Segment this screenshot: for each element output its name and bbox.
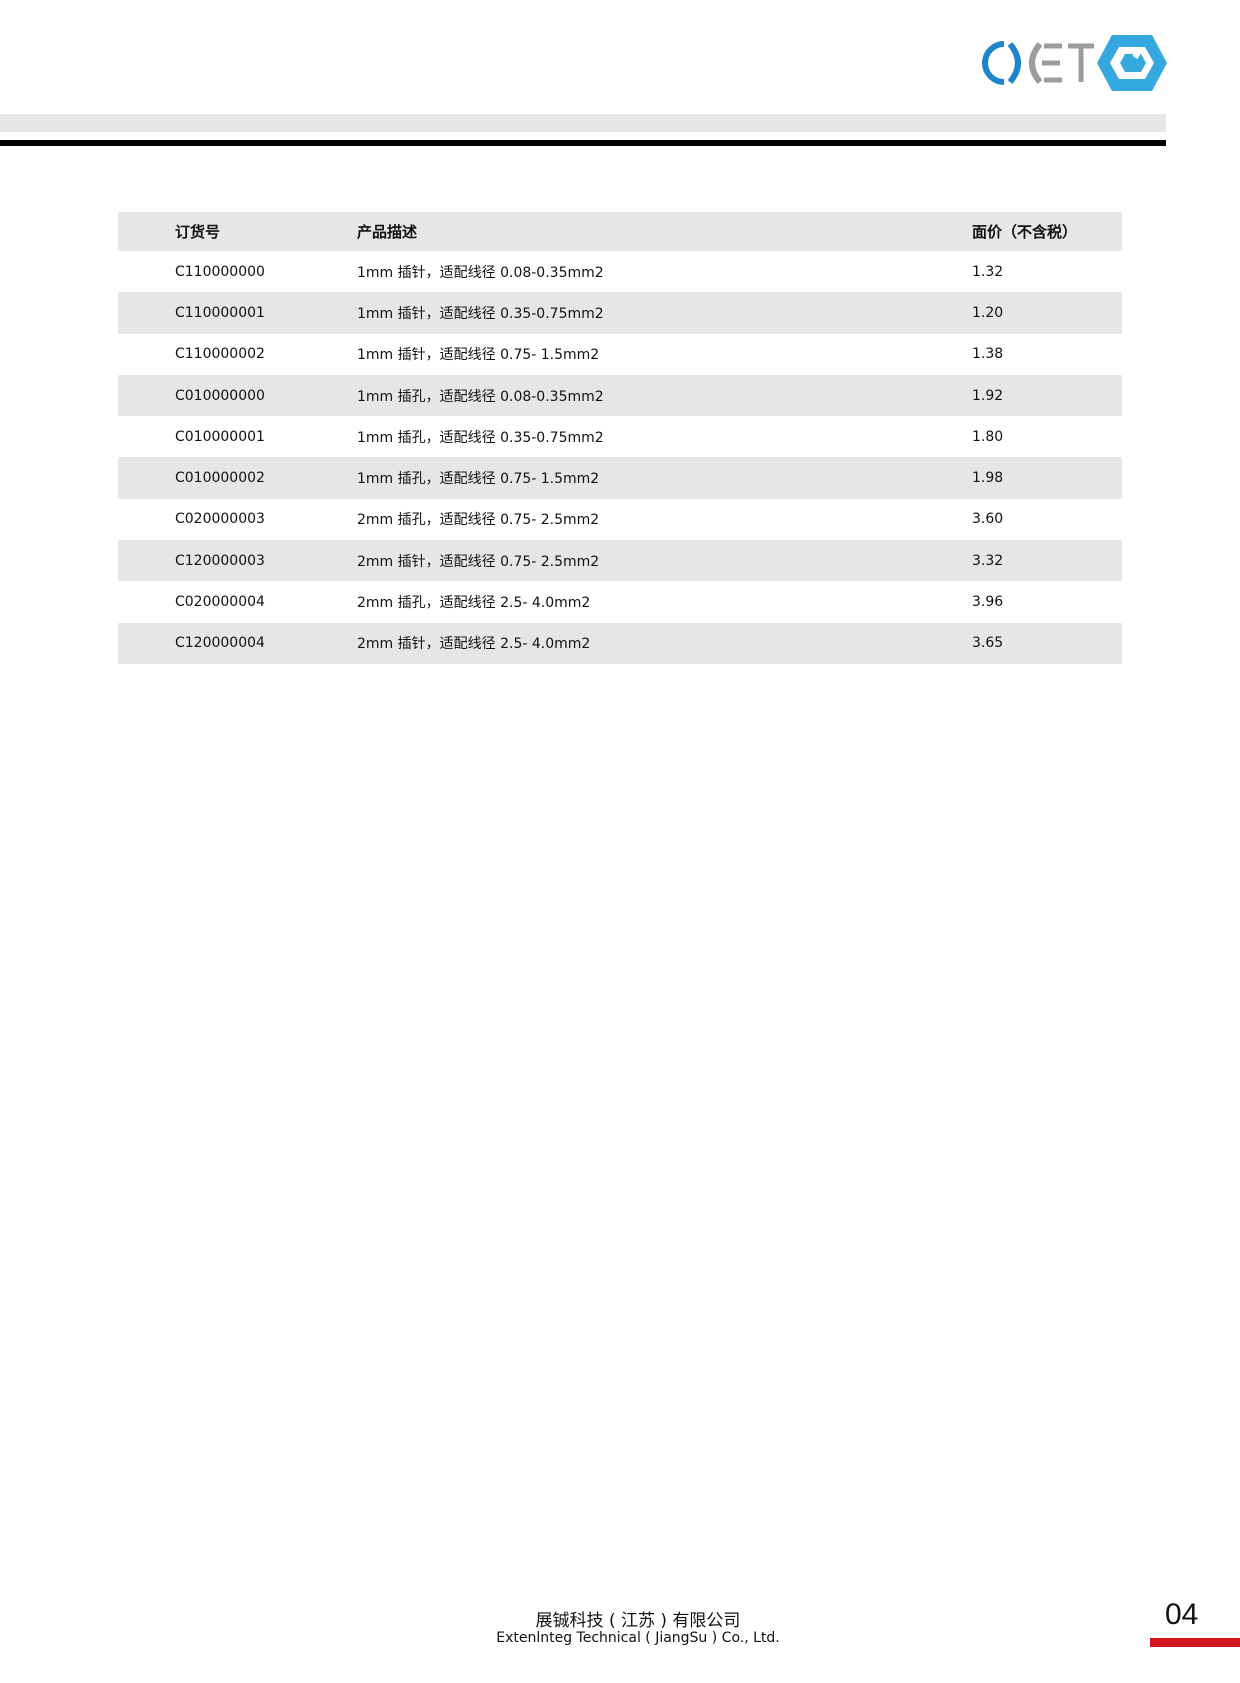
header-gray-bar: [0, 114, 1166, 132]
price-cell: 3.32: [972, 552, 1004, 569]
description-cell: 1mm 插孔，适配线径 0.35-0.75mm2: [357, 429, 604, 446]
header-black-rule: [0, 140, 1166, 146]
order-number-cell: C120000004: [175, 635, 265, 652]
column-header-description: 产品描述: [357, 223, 418, 241]
page-accent-bar: [1150, 1638, 1240, 1647]
table-row: C110000000 1mm 插针，适配线径 0.08-0.35mm2 1.32: [118, 251, 1122, 292]
table-row: C020000003 2mm 插孔，适配线径 0.75- 2.5mm2 3.60: [118, 499, 1122, 540]
price-cell: 1.38: [972, 346, 1004, 363]
order-number-cell: C020000004: [175, 594, 265, 611]
order-number-cell: C110000002: [175, 346, 265, 363]
price-cell: 3.96: [972, 594, 1004, 611]
price-cell: 1.20: [972, 304, 1004, 321]
price-cell: 1.92: [972, 387, 1004, 404]
order-number-cell: C120000003: [175, 552, 265, 569]
price-table: 订货号 产品描述 面价（不含税） C110000000 1mm 插针，适配线径 0…: [118, 212, 1122, 664]
logo-hexagon-icon: [1097, 35, 1167, 91]
description-cell: 1mm 插针，适配线径 0.35-0.75mm2: [357, 305, 604, 322]
order-number-cell: C110000000: [175, 263, 265, 280]
order-number-cell: C010000000: [175, 387, 265, 404]
table-row: C110000001 1mm 插针，适配线径 0.35-0.75mm2 1.20: [118, 292, 1122, 334]
description-cell: 2mm 插孔，适配线径 0.75- 2.5mm2: [357, 512, 600, 529]
column-header-price: 面价（不含税）: [972, 223, 1078, 241]
description-cell: 1mm 插针，适配线径 0.75- 1.5mm2: [357, 347, 600, 364]
description-cell: 2mm 插针，适配线径 2.5- 4.0mm2: [357, 636, 591, 653]
order-number-cell: C020000003: [175, 511, 265, 528]
price-cell: 3.65: [972, 635, 1004, 652]
order-number-cell: C010000002: [175, 470, 265, 487]
table-row: C010000001 1mm 插孔，适配线径 0.35-0.75mm2 1.80: [118, 416, 1122, 457]
page-number: 04: [1165, 1598, 1199, 1631]
table-row: C010000002 1mm 插孔，适配线径 0.75- 1.5mm2 1.98: [118, 457, 1122, 499]
description-cell: 1mm 插孔，适配线径 0.08-0.35mm2: [357, 388, 604, 405]
column-header-order-number: 订货号: [175, 223, 221, 241]
cxet-logo: [982, 35, 1167, 91]
price-cell: 1.98: [972, 470, 1004, 487]
price-cell: 1.80: [972, 428, 1004, 445]
table-row: C110000002 1mm 插针，适配线径 0.75- 1.5mm2 1.38: [118, 334, 1122, 375]
table-header-row: 订货号 产品描述 面价（不含税）: [118, 212, 1122, 251]
footer-company-cn: 展铖科技 ( 江苏 ) 有限公司: [535, 1611, 741, 1631]
description-cell: 1mm 插针，适配线径 0.08-0.35mm2: [357, 264, 604, 281]
logo-wordmark: [982, 41, 1094, 85]
table-row: C120000004 2mm 插针，适配线径 2.5- 4.0mm2 3.65: [118, 622, 1122, 664]
table-row: C010000000 1mm 插孔，适配线径 0.08-0.35mm2 1.92: [118, 374, 1122, 417]
order-number-cell: C110000001: [175, 304, 265, 321]
price-cell: 3.60: [972, 511, 1004, 528]
table-row: C120000003 2mm 插针，适配线径 0.75- 2.5mm2 3.32: [118, 540, 1122, 582]
price-cell: 1.32: [972, 263, 1004, 280]
description-cell: 2mm 插孔，适配线径 2.5- 4.0mm2: [357, 595, 591, 612]
footer-company-en: Extenlnteg Technical ( JiangSu ) Co., Lt…: [496, 1630, 780, 1646]
order-number-cell: C010000001: [175, 428, 265, 445]
description-cell: 2mm 插针，适配线径 0.75- 2.5mm2: [357, 553, 600, 570]
table-row: C020000004 2mm 插孔，适配线径 2.5- 4.0mm2 3.96: [118, 581, 1122, 622]
description-cell: 1mm 插孔，适配线径 0.75- 1.5mm2: [357, 471, 600, 488]
